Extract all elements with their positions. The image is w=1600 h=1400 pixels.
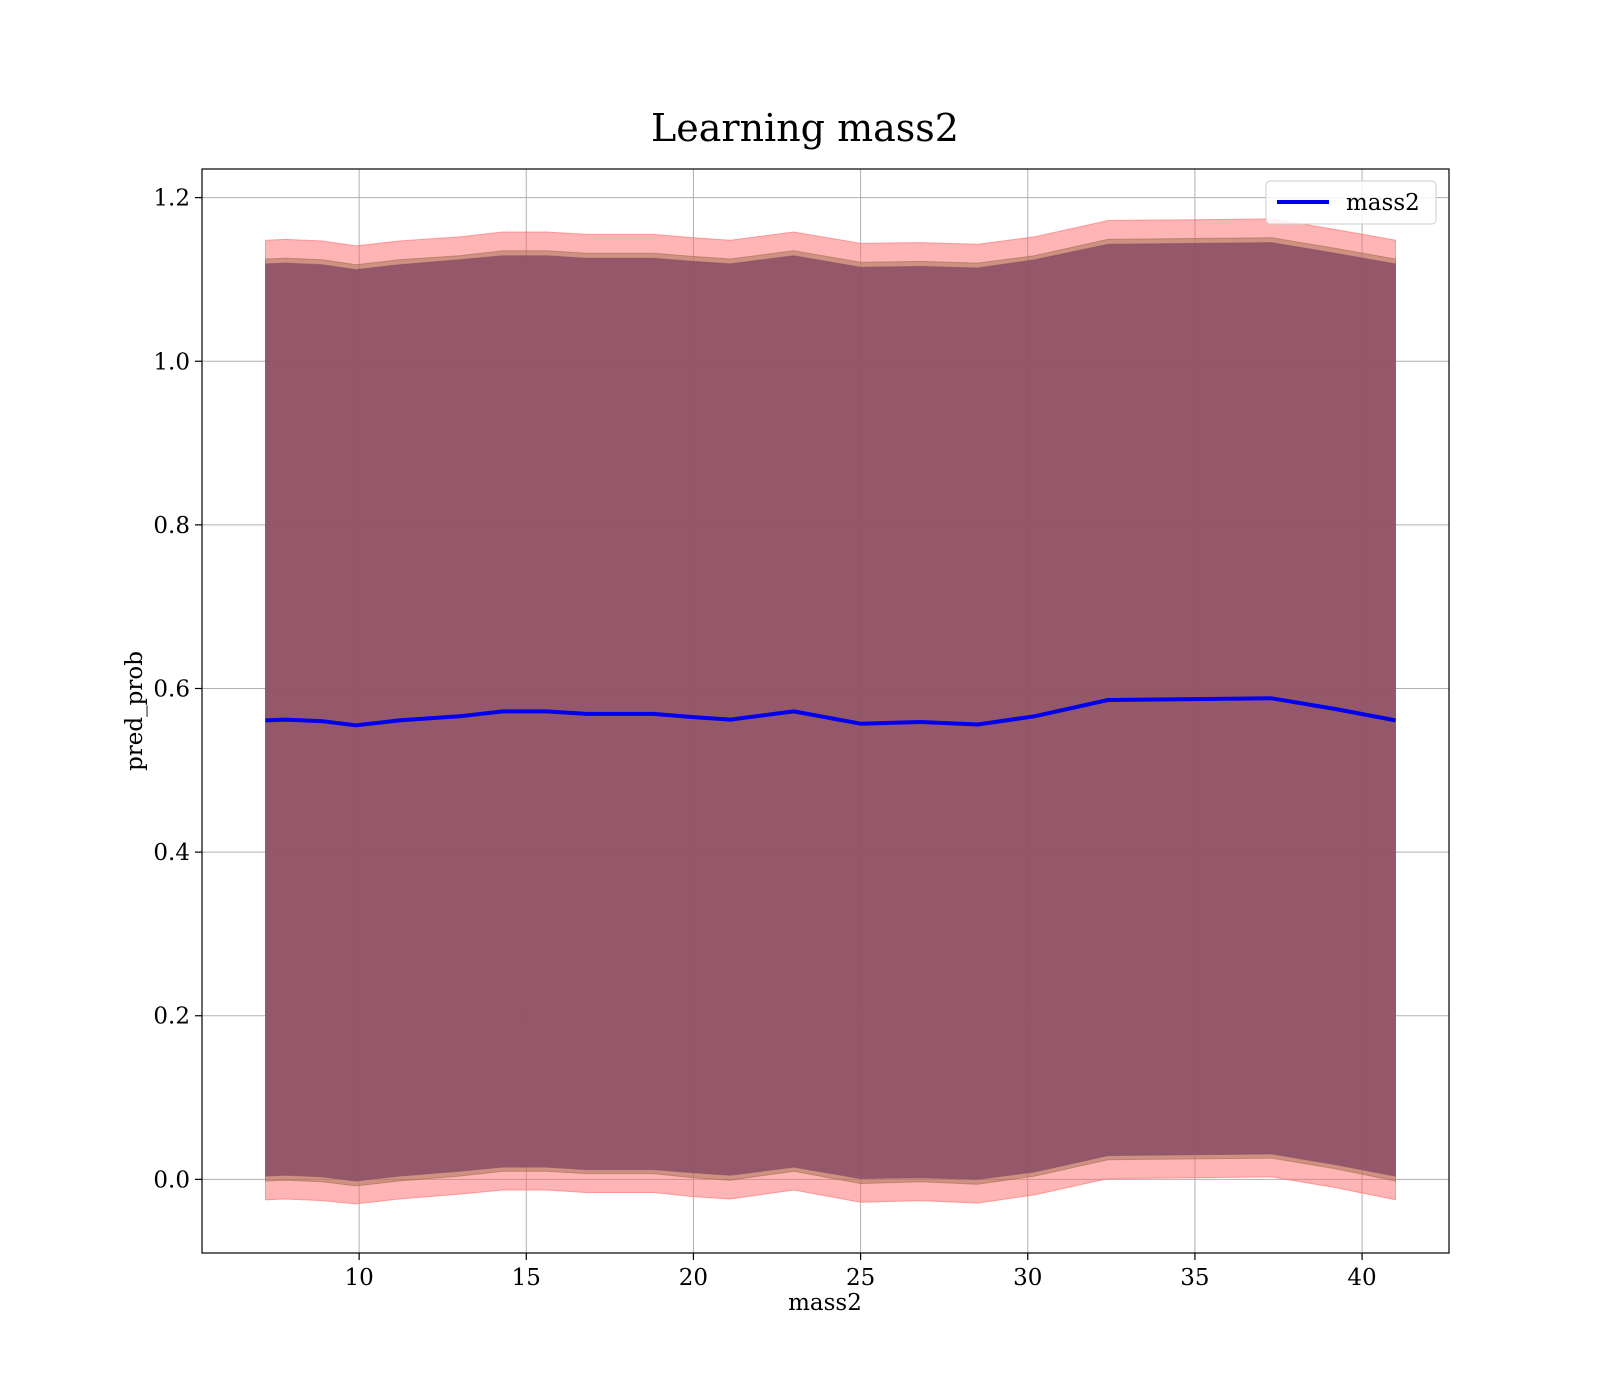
y-tick-label: 0.4	[153, 840, 190, 866]
series-lines	[265, 696, 1396, 728]
chart-title: Learning mass2	[651, 106, 959, 150]
x-tick-label: 20	[679, 1265, 708, 1291]
y-tick-label: 1.0	[153, 349, 190, 375]
series-line-mass2	[265, 696, 1396, 728]
x-tick-label: 30	[1013, 1265, 1042, 1291]
legend-label-mass2: mass2	[1346, 190, 1420, 216]
y-tick-label: 0.8	[153, 513, 190, 539]
y-tick-label: 0.6	[153, 677, 190, 703]
x-tick-label: 35	[1180, 1265, 1209, 1291]
y-tick-label: 0.2	[153, 1004, 190, 1030]
x-tick-label: 10	[344, 1265, 373, 1291]
y-axis-label: pred_prob	[122, 651, 148, 771]
y-tick-label: 0.0	[153, 1167, 190, 1193]
x-tick-label: 15	[512, 1265, 541, 1291]
x-tick-label: 25	[846, 1265, 875, 1291]
ticks: 10 15 20 25 30 35 40 0.0 0.2 0.4 0.6 0.8 1.0 1.2	[153, 186, 1376, 1291]
legend-box	[1265, 180, 1437, 225]
legend: mass2	[1265, 180, 1437, 225]
confidence-band-2	[265, 242, 1396, 1182]
y-tick-label: 1.2	[153, 186, 190, 212]
plot-frame	[201, 168, 1450, 1254]
confidence-bands	[265, 218, 1396, 1205]
x-tick-label: 40	[1347, 1265, 1376, 1291]
x-axis-label: mass2	[788, 1290, 862, 1316]
